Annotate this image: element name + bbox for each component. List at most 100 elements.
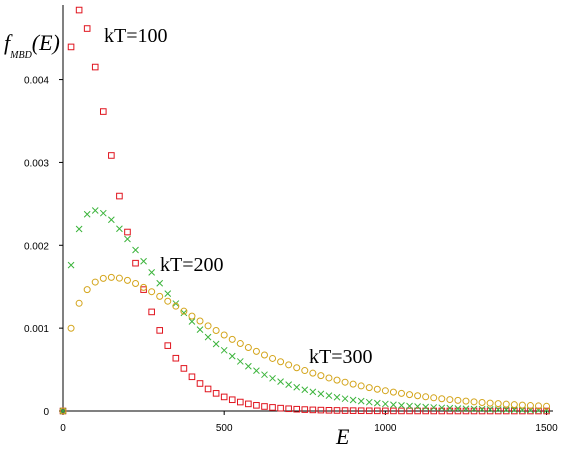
- circle-marker: [293, 364, 301, 372]
- square-marker: [67, 43, 75, 51]
- circle-marker: [140, 283, 148, 291]
- square-marker: [148, 308, 155, 316]
- square-marker: [132, 259, 139, 267]
- circle-marker: [526, 402, 534, 410]
- circle-marker: [148, 288, 156, 296]
- square-marker: [188, 373, 196, 381]
- square-marker: [172, 354, 180, 362]
- cross-marker: [228, 352, 236, 360]
- circle-marker: [518, 401, 526, 409]
- y-label-arg: (E): [32, 30, 60, 55]
- square-marker: [124, 228, 131, 236]
- square-marker: [341, 407, 349, 414]
- circle-marker: [486, 399, 494, 407]
- cross-marker: [293, 383, 301, 391]
- square-marker: [406, 407, 413, 415]
- square-marker: [293, 405, 301, 413]
- series-label: kT=100: [104, 25, 168, 47]
- cross-marker: [148, 269, 156, 276]
- cross-marker: [382, 400, 389, 408]
- square-marker: [535, 407, 542, 415]
- square-marker: [349, 407, 357, 414]
- circle-marker: [381, 387, 389, 395]
- circle-marker: [365, 384, 373, 392]
- circle-marker: [220, 331, 228, 339]
- circle-marker: [252, 347, 260, 355]
- cross-marker: [91, 207, 99, 214]
- circle-marker: [397, 389, 405, 397]
- cross-marker: [470, 405, 478, 413]
- cross-marker: [365, 398, 373, 406]
- circle-marker: [107, 273, 115, 281]
- cross-marker: [212, 340, 220, 348]
- cross-marker: [446, 404, 454, 412]
- circle-marker: [454, 396, 462, 404]
- square-marker: [390, 407, 397, 415]
- square-marker: [398, 407, 405, 415]
- circle-marker: [172, 302, 180, 310]
- cross-marker: [325, 392, 333, 400]
- square-marker: [422, 407, 429, 415]
- square-marker: [543, 407, 550, 415]
- cross-marker: [253, 367, 260, 375]
- square-marker: [204, 385, 212, 393]
- square-marker: [357, 407, 365, 415]
- y-tick-label: 0.002: [24, 241, 49, 252]
- square-marker: [212, 390, 220, 397]
- square-marker: [414, 407, 421, 415]
- x-tick-label: 0: [60, 423, 66, 434]
- cross-marker: [261, 371, 268, 379]
- y-tick-label: 0.001: [24, 324, 49, 335]
- square-marker: [140, 286, 147, 293]
- y-tick-label: 0.003: [24, 158, 49, 169]
- cross-marker: [108, 216, 115, 224]
- cross-marker: [357, 397, 365, 405]
- circle-marker: [164, 297, 172, 305]
- cross-marker: [390, 401, 397, 409]
- cross-marker: [140, 257, 147, 265]
- cross-marker: [132, 246, 139, 254]
- cross-marker: [116, 225, 123, 233]
- y-label-sub: MBD: [9, 50, 32, 61]
- circle-marker: [285, 361, 293, 369]
- cross-marker: [156, 279, 164, 287]
- square-marker: [486, 407, 494, 415]
- cross-marker: [124, 235, 131, 243]
- square-marker: [83, 25, 91, 32]
- square-marker: [285, 405, 292, 413]
- cross-marker: [285, 381, 293, 388]
- circle-marker: [389, 388, 397, 396]
- circle-marker: [494, 400, 502, 408]
- cross-marker: [422, 403, 430, 411]
- square-marker: [494, 407, 502, 415]
- circle-marker: [180, 307, 188, 315]
- cross-marker: [309, 388, 317, 396]
- cross-marker: [430, 404, 438, 411]
- cross-marker: [269, 374, 276, 382]
- x-axis-label: E: [335, 424, 350, 449]
- cross-marker: [478, 405, 486, 413]
- series-label: kT=200: [160, 254, 224, 276]
- circle-marker: [510, 401, 518, 409]
- cross-marker: [196, 326, 204, 333]
- circle-marker: [228, 335, 236, 343]
- square-marker: [382, 407, 389, 415]
- square-marker: [317, 406, 325, 414]
- circle-marker: [317, 372, 325, 380]
- y-tick-label: 0.004: [24, 76, 49, 87]
- circle-marker: [502, 400, 510, 408]
- cross-marker: [349, 396, 357, 404]
- cross-marker: [373, 399, 381, 407]
- circle-marker: [244, 344, 252, 352]
- cross-marker: [164, 290, 172, 298]
- circle-marker: [430, 394, 438, 402]
- circle-marker: [422, 393, 430, 401]
- square-marker: [309, 406, 317, 414]
- square-marker: [269, 404, 276, 411]
- circle-marker: [406, 391, 414, 399]
- square-marker: [374, 407, 381, 415]
- circle-marker: [91, 278, 99, 286]
- y-axis-label: fMBD(E): [4, 30, 60, 61]
- cross-marker: [454, 405, 462, 412]
